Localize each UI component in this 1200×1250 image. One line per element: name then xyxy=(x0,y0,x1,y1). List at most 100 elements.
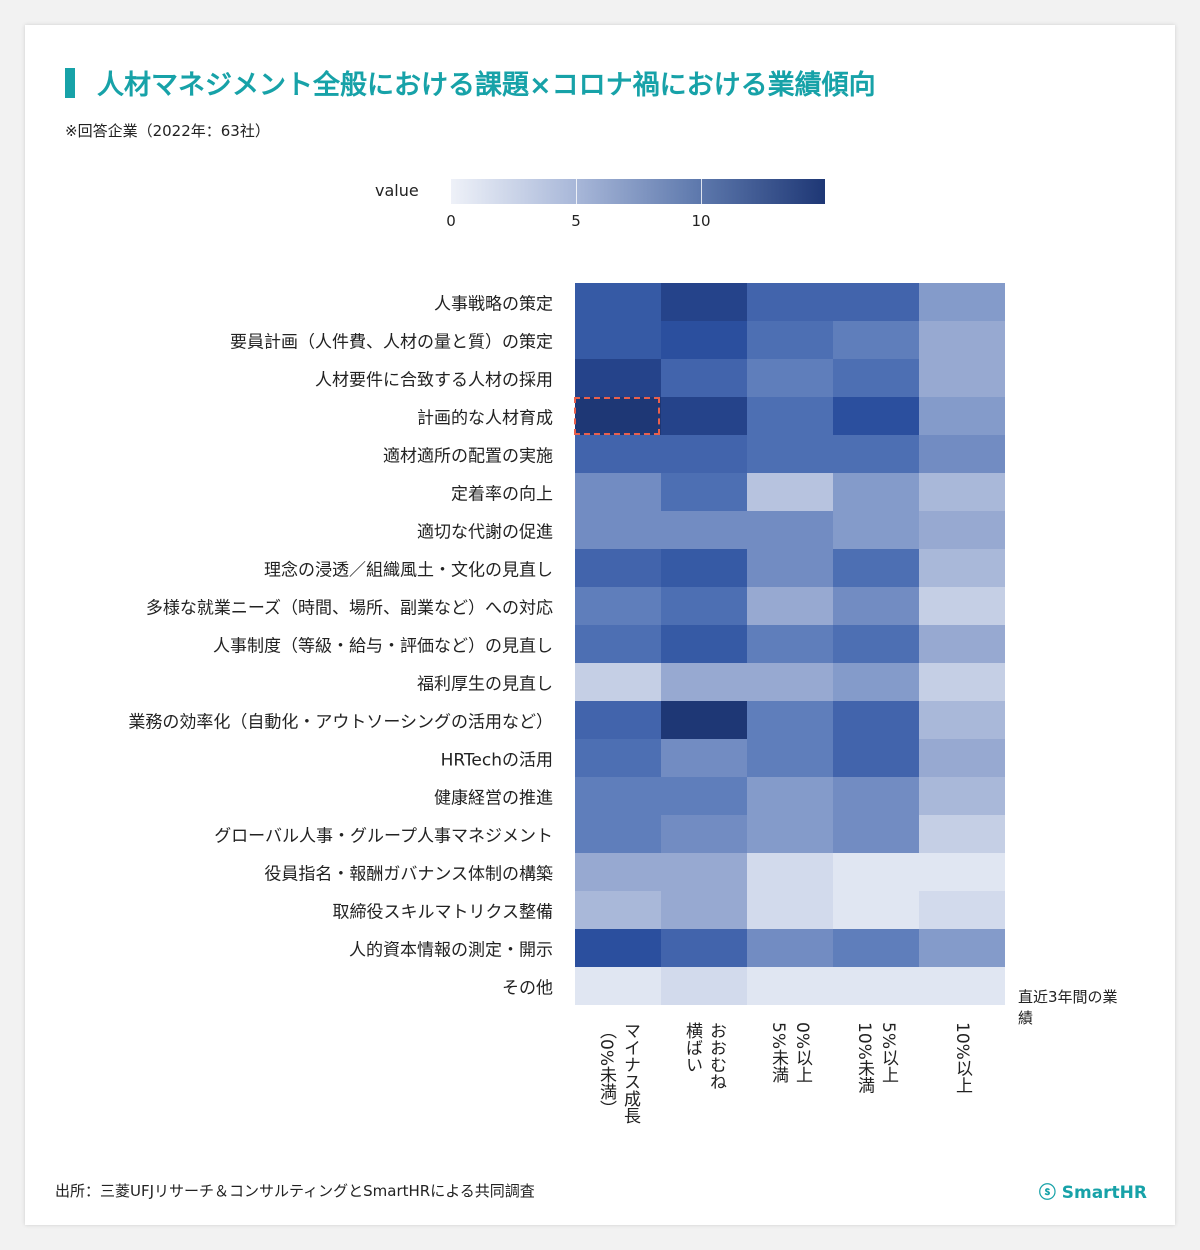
heatmap-cell xyxy=(661,739,747,777)
heatmap-cell xyxy=(747,929,833,967)
heatmap-cell xyxy=(833,739,919,777)
chart-title: 人材マネジメント全般における課題×コロナ禍における業績傾向 xyxy=(65,63,876,102)
heatmap-cell xyxy=(575,549,661,587)
heatmap-cell xyxy=(919,853,1005,891)
row-label: 福利厚生の見直し xyxy=(417,674,553,695)
legend-tick-label: 10 xyxy=(691,212,711,230)
heatmap-cell xyxy=(747,777,833,815)
title-accent-bar xyxy=(65,67,75,98)
heatmap-cell xyxy=(919,473,1005,511)
row-label: 業務の効率化（自動化・アウトソーシングの活用など） xyxy=(128,712,553,733)
logo-text: SmartHR xyxy=(1061,1183,1147,1203)
row-label: その他 xyxy=(502,978,553,999)
heatmap-cell xyxy=(575,321,661,359)
heatmap-cell xyxy=(919,929,1005,967)
heatmap-cell xyxy=(919,967,1005,1005)
heatmap-cell xyxy=(575,739,661,777)
heatmap-cell xyxy=(747,967,833,1005)
heatmap-cell xyxy=(661,473,747,511)
row-label: 計画的な人材育成 xyxy=(417,408,553,429)
heatmap-cell xyxy=(833,853,919,891)
legend-tick xyxy=(576,179,577,204)
heatmap-cell xyxy=(747,549,833,587)
column-label: 5%以上 10%未満 xyxy=(854,1022,898,1094)
column-label: おおむね 横ばい xyxy=(682,1022,726,1090)
heatmap-cell xyxy=(833,701,919,739)
heatmap-cell xyxy=(747,473,833,511)
heatmap-cell xyxy=(833,435,919,473)
heatmap-cell xyxy=(661,701,747,739)
row-label: 理念の浸透／組織風土・文化の見直し xyxy=(264,560,553,581)
row-label: 人的資本情報の測定・開示 xyxy=(349,940,553,961)
heatmap-cell xyxy=(833,511,919,549)
heatmap-cell xyxy=(833,397,919,435)
heatmap-cell xyxy=(747,625,833,663)
chart-card: 人材マネジメント全般における課題×コロナ禍における業績傾向 ※回答企業（2022… xyxy=(25,25,1175,1225)
color-legend-bar xyxy=(451,179,825,204)
heatmap-cell xyxy=(833,473,919,511)
legend-tick-label: 5 xyxy=(571,212,581,230)
heatmap-cell xyxy=(661,625,747,663)
heatmap-cell xyxy=(661,853,747,891)
heatmap-cell xyxy=(919,701,1005,739)
heatmap-cell xyxy=(919,625,1005,663)
heatmap-cell xyxy=(661,815,747,853)
heatmap-cell xyxy=(833,891,919,929)
heatmap-cell xyxy=(919,359,1005,397)
heatmap-cell xyxy=(575,435,661,473)
heatmap-cell xyxy=(833,777,919,815)
row-label: 健康経営の推進 xyxy=(434,788,553,809)
row-label: 適材適所の配置の実施 xyxy=(383,446,553,467)
heatmap-cell xyxy=(575,625,661,663)
heatmap-cell xyxy=(833,815,919,853)
heatmap-cell xyxy=(919,777,1005,815)
heatmap-cell xyxy=(747,511,833,549)
heatmap-cell xyxy=(747,853,833,891)
heatmap-cell xyxy=(919,663,1005,701)
row-label: 人材要件に合致する人材の採用 xyxy=(315,370,553,391)
heatmap-cell xyxy=(919,435,1005,473)
heatmap-cell xyxy=(833,967,919,1005)
title-text: 人材マネジメント全般における課題×コロナ禍における業績傾向 xyxy=(97,70,876,101)
heatmap-cell xyxy=(833,587,919,625)
heatmap-cell xyxy=(661,359,747,397)
row-label: グローバル人事・グループ人事マネジメント xyxy=(214,826,553,847)
smarthr-logo: ⓢ SmartHR xyxy=(1039,1178,1147,1203)
heatmap-cell xyxy=(833,625,919,663)
heatmap-cell xyxy=(661,587,747,625)
heatmap-cell xyxy=(919,511,1005,549)
heatmap-cell xyxy=(575,701,661,739)
row-label: 要員計画（人件費、人材の量と質）の策定 xyxy=(230,332,553,353)
heatmap-cell xyxy=(919,891,1005,929)
heatmap-cell xyxy=(747,587,833,625)
heatmap-cell xyxy=(575,891,661,929)
heatmap-cell xyxy=(919,587,1005,625)
heatmap-cell xyxy=(575,929,661,967)
heatmap-cell xyxy=(919,397,1005,435)
highlight-box xyxy=(574,397,660,435)
row-label: 適切な代謝の促進 xyxy=(417,522,553,543)
legend-tick xyxy=(701,179,702,204)
heatmap-cell xyxy=(661,777,747,815)
row-label: 多様な就業ニーズ（時間、場所、副業など）への対応 xyxy=(145,598,553,619)
heatmap-cell xyxy=(747,891,833,929)
heatmap-cell xyxy=(919,321,1005,359)
heatmap-cell xyxy=(747,435,833,473)
heatmap-cell xyxy=(747,397,833,435)
heatmap-cell xyxy=(747,359,833,397)
heatmap-cell xyxy=(661,663,747,701)
heatmap-cell xyxy=(575,777,661,815)
heatmap-cell xyxy=(575,511,661,549)
heatmap-cell xyxy=(919,549,1005,587)
row-label: 取締役スキルマトリクス整備 xyxy=(332,902,554,923)
x-axis-title: 直近3年間の業績 xyxy=(1018,988,1118,1027)
row-label: 人事戦略の策定 xyxy=(434,294,553,315)
heatmap-cell xyxy=(575,815,661,853)
heatmap-cell xyxy=(661,435,747,473)
heatmap-cell xyxy=(661,929,747,967)
heatmap-cell xyxy=(919,283,1005,321)
heatmap-cell xyxy=(661,321,747,359)
heatmap-cell xyxy=(833,321,919,359)
heatmap-cell xyxy=(919,815,1005,853)
column-label: 10%以上 xyxy=(952,1022,972,1094)
